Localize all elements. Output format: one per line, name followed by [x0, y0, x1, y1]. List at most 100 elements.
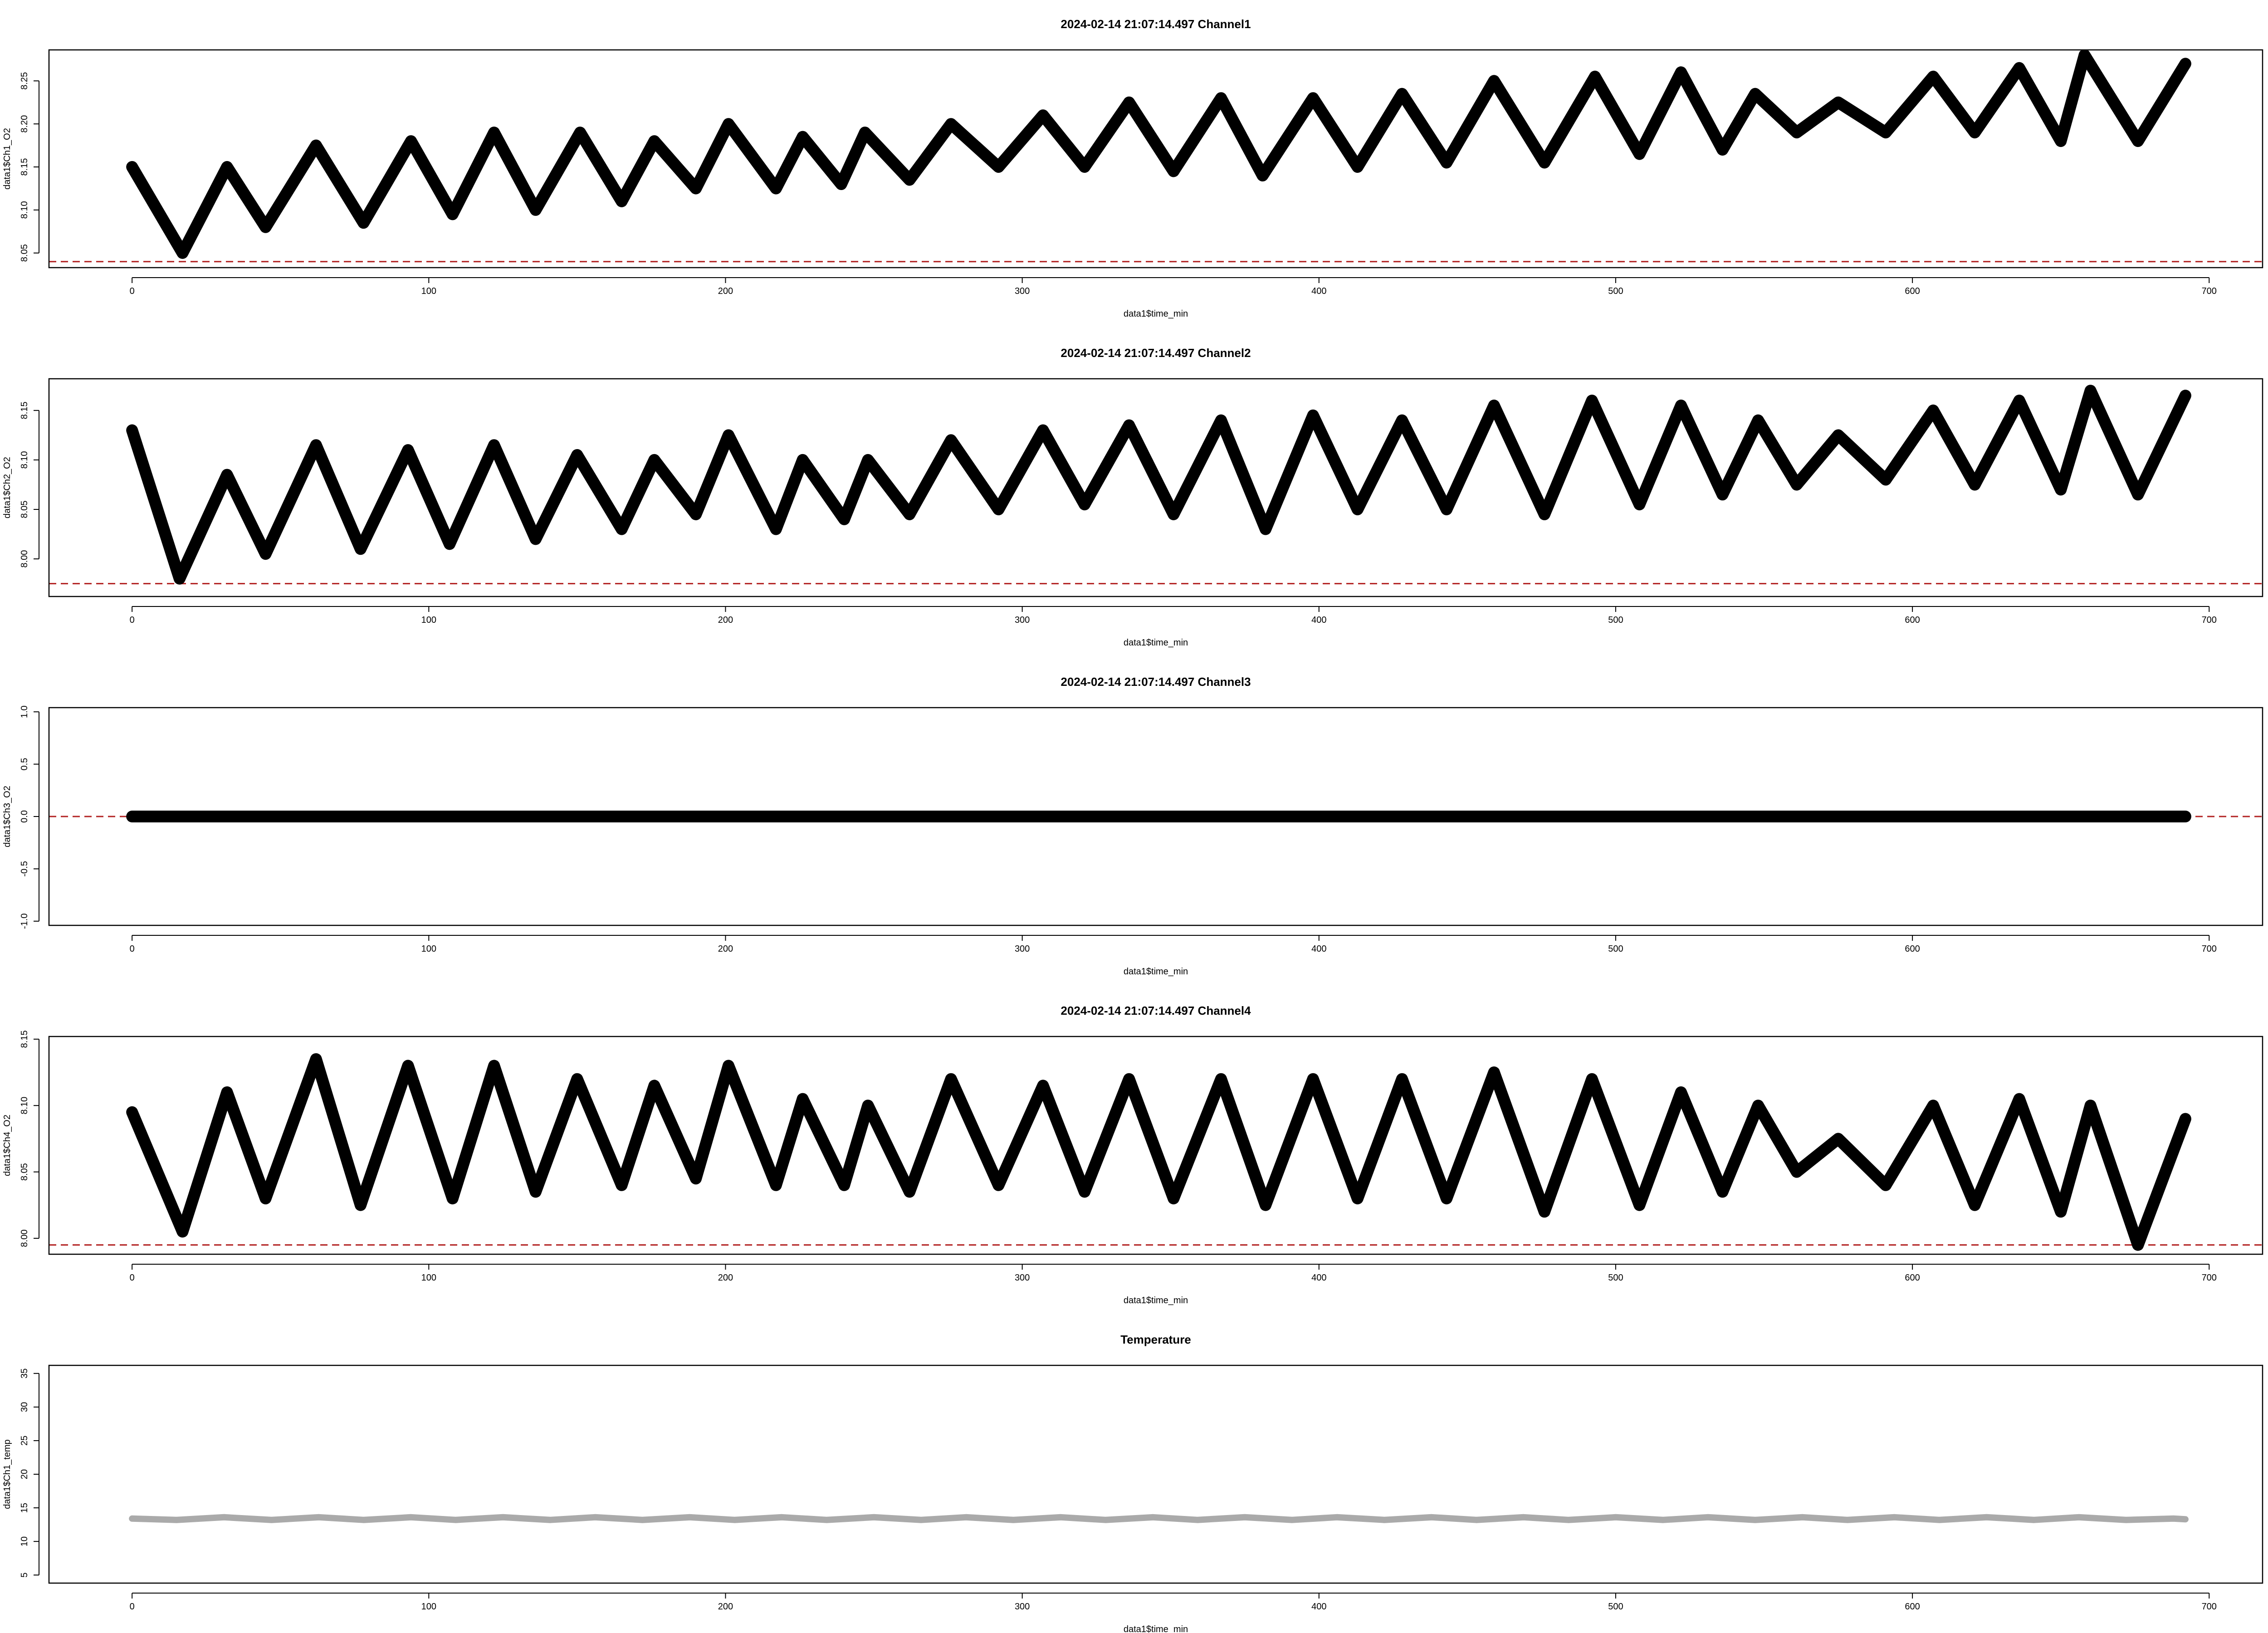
data-point: [1398, 416, 1407, 425]
data-point: [2181, 391, 2190, 400]
y-tick-label: 25: [20, 1436, 29, 1446]
data-point: [963, 1514, 969, 1520]
x-tick-label: 600: [1905, 615, 1920, 625]
data-point: [178, 1227, 187, 1236]
x-axis-label: data1$time_min: [1124, 967, 1188, 977]
data-point: [1521, 1514, 1527, 1520]
data-point: [1261, 1201, 1270, 1209]
data-point: [919, 1517, 924, 1523]
data-point: [489, 128, 499, 137]
x-tick-label: 300: [1015, 615, 1030, 625]
y-tick-label: 8.20: [20, 115, 29, 133]
data-point: [1718, 490, 1727, 499]
data-point: [1289, 1517, 1295, 1523]
data-point: [905, 1188, 914, 1196]
data-point: [1881, 475, 1890, 484]
y-tick-label: 8.05: [20, 244, 29, 262]
data-point: [489, 1061, 499, 1070]
data-point: [1429, 1514, 1435, 1520]
data-point: [1353, 505, 1362, 514]
data-point: [1124, 421, 1134, 430]
data-point: [2080, 51, 2089, 59]
x-tick-label: 500: [1608, 944, 1623, 954]
data-point: [1970, 128, 1979, 137]
data-point: [724, 431, 733, 440]
data-point: [1936, 1517, 1942, 1523]
chart-panel-3: 2024-02-14 21:07:14.497 Channel3 0 100 200 3…: [2, 675, 2263, 977]
chart-panel-4: 2024-02-14 21:07:14.497 Channel4 0 100 200 3…: [2, 1004, 2263, 1305]
data-point: [650, 137, 659, 146]
data-point: [1677, 401, 1686, 410]
x-tick-label: 200: [718, 944, 733, 954]
data-point: [1442, 158, 1451, 167]
data-point: [947, 1075, 955, 1083]
data-point: [1677, 1088, 1686, 1097]
data-point: [127, 1108, 137, 1117]
data-point: [864, 1101, 872, 1110]
data-point: [1473, 1517, 1479, 1523]
y-tick-label: 8.15: [20, 1030, 29, 1048]
x-axis-label: data1$time_min: [1124, 1624, 1188, 1633]
x-tick-label: 100: [421, 1273, 436, 1283]
data-point: [2123, 1517, 2129, 1523]
x-tick-label: 100: [421, 1602, 436, 1612]
data-point: [127, 812, 137, 821]
data-point: [994, 162, 1003, 171]
data-point: [1705, 1514, 1711, 1520]
y-tick-label: 8.00: [20, 550, 29, 568]
data-point: [1881, 1181, 1890, 1190]
data-point: [1751, 89, 1760, 98]
x-tick-label: 300: [1015, 1273, 1030, 1283]
data-point: [860, 128, 870, 137]
data-point: [1892, 1514, 1897, 1520]
y-tick-label: 1.0: [20, 705, 29, 718]
plot-area: [49, 1053, 2263, 1251]
y-tick-label: 15: [20, 1503, 29, 1513]
data-point: [127, 426, 137, 435]
data-point: [1984, 1514, 1989, 1520]
data-point: [1752, 1517, 1758, 1523]
y-axis: 8.05 8.10 8.15 8.20 8.25 data1$Ch1_O2: [2, 72, 39, 262]
data-point: [178, 249, 187, 257]
data-point: [531, 1188, 540, 1196]
data-point: [1929, 1101, 1938, 1110]
x-tick-label: 600: [1905, 1602, 1920, 1612]
data-point: [1613, 1514, 1618, 1520]
data-point: [905, 510, 914, 519]
data-point: [1309, 411, 1317, 420]
x-tick-label: 100: [421, 944, 436, 954]
data-point: [223, 470, 231, 479]
data-point: [2181, 812, 2190, 821]
data-point: [129, 1516, 135, 1521]
x-tick-label: 400: [1311, 615, 1326, 625]
plot-frame: [48, 378, 2263, 597]
data-point: [269, 1517, 274, 1523]
data-point: [356, 545, 365, 553]
data-point: [404, 445, 412, 455]
data-point: [947, 119, 955, 128]
data-point: [650, 455, 659, 464]
data-point: [261, 549, 270, 558]
data-point: [1800, 1514, 1806, 1520]
x-tick-label: 100: [421, 615, 436, 625]
data-point: [453, 1517, 459, 1523]
x-tick-label: 700: [2202, 944, 2217, 954]
data-point: [823, 1517, 829, 1523]
data-point: [1217, 416, 1226, 425]
x-tick-label: 200: [718, 615, 733, 625]
data-point: [1381, 1517, 1387, 1523]
data-point: [175, 574, 184, 583]
data-point: [1929, 72, 1938, 81]
data-point: [1039, 111, 1047, 120]
data-point: [772, 1181, 780, 1190]
y-tick-label: 8.05: [20, 1163, 29, 1181]
data-point: [798, 1095, 807, 1103]
data-point: [617, 525, 626, 533]
data-point: [1058, 1514, 1064, 1520]
data-point: [724, 1061, 733, 1070]
data-point: [312, 141, 320, 150]
data-point: [1353, 162, 1362, 171]
data-point: [2015, 1095, 2024, 1103]
data-point: [1242, 1514, 1248, 1520]
x-tick-label: 700: [2202, 1273, 2217, 1283]
